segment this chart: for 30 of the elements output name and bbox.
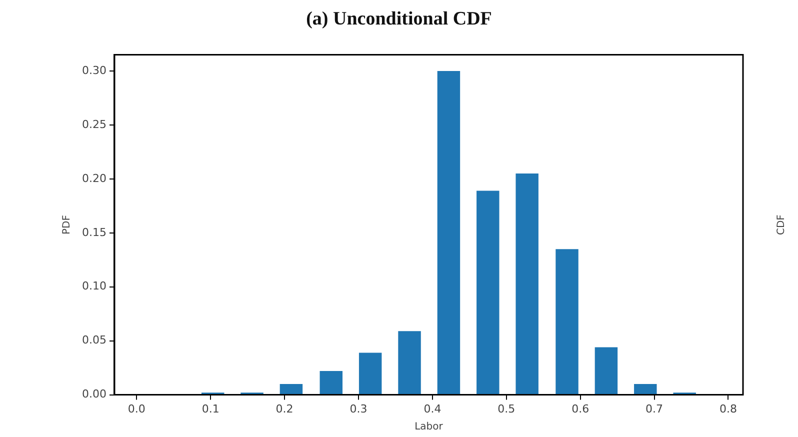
y-tick-label: 0.10 xyxy=(82,280,106,293)
bar xyxy=(634,384,657,394)
x-tick-label: 0.4 xyxy=(424,402,442,416)
y-tick-label: 0.25 xyxy=(82,118,106,131)
bar xyxy=(437,70,460,394)
y-tick-label: 0.30 xyxy=(82,64,106,77)
x-tick-label: 0.8 xyxy=(719,402,737,416)
x-tick-label: 0.3 xyxy=(350,402,368,416)
x-axis-title: Labor xyxy=(414,422,444,433)
y-tick-label: 0.05 xyxy=(82,334,106,347)
x-tick-label: 0.7 xyxy=(646,402,664,416)
bar xyxy=(594,347,618,394)
chart-title: (a) Unconditional CDF xyxy=(306,8,492,30)
bar xyxy=(398,331,421,394)
bar xyxy=(516,174,538,394)
x-tick-label: 0.0 xyxy=(128,402,146,416)
x-tick-label: 0.5 xyxy=(498,402,516,416)
bar xyxy=(476,190,500,394)
bar xyxy=(280,384,303,394)
x-tick-label: 0.1 xyxy=(202,402,220,416)
text: CDF xyxy=(776,214,787,236)
y-axis-title: PDF xyxy=(62,214,73,235)
bar xyxy=(320,371,343,394)
bar xyxy=(358,352,382,394)
x-tick-label: 0.2 xyxy=(276,402,294,416)
x-tick-label: 0.6 xyxy=(572,402,590,416)
y-tick-label: 0.00 xyxy=(82,388,106,401)
y-tick-label: 0.20 xyxy=(82,172,106,185)
y-tick-label: 0.15 xyxy=(82,226,106,239)
bar xyxy=(556,249,578,394)
